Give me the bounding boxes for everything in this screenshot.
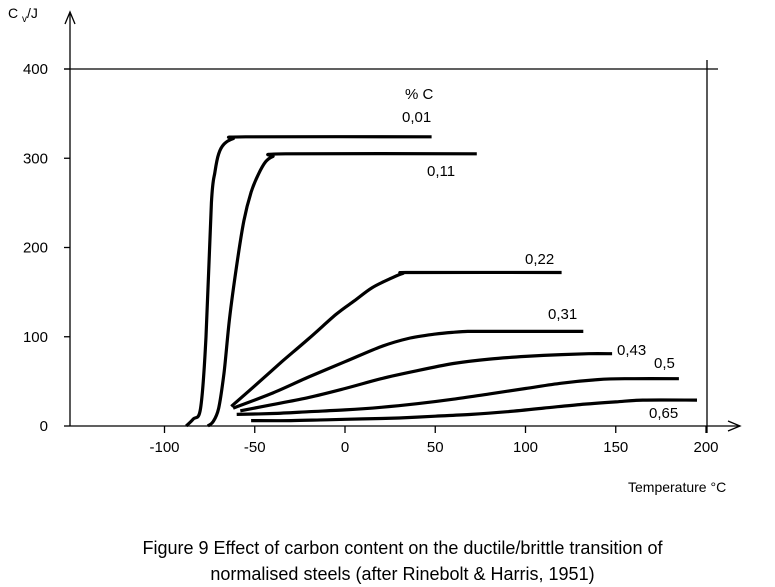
x-tick-label: 0 <box>341 439 349 456</box>
series-label-0-43: 0,43 <box>617 342 646 359</box>
x-axis-title: Temperature °C <box>628 479 726 495</box>
y-tick-label: 300 <box>23 150 48 167</box>
series-line-0-01 <box>185 135 432 428</box>
x-axis-arrow <box>727 420 742 432</box>
y-tick-label: 0 <box>40 418 48 435</box>
y-axis-title-sub: v <box>22 14 27 25</box>
series-label-0-01: 0,01 <box>402 109 431 126</box>
x-tick-label: 200 <box>693 439 718 456</box>
series-line-0-65 <box>251 398 698 423</box>
series-label-0-22: 0,22 <box>525 251 554 268</box>
chart: 0 100 200 300 400 -100 -50 0 50 100 150 200 C v/J Tem… <box>8 5 742 495</box>
x-tick-label: -50 <box>244 439 266 456</box>
x-tick-label: 100 <box>513 439 538 456</box>
x-tick-label: 150 <box>603 439 628 456</box>
y-axis-title-main: C <box>8 5 22 21</box>
series-label-0-5: 0,5 <box>654 355 675 372</box>
y-axis-title-unit: /J <box>27 5 38 21</box>
labels-group: % C 0,01 0,11 0,22 0,31 0,43 0,5 0,65 <box>402 86 678 422</box>
series-line-0-11 <box>206 152 477 428</box>
caption-line-1: Figure 9 Effect of carbon content on the… <box>142 538 663 558</box>
series-label-0-31: 0,31 <box>548 306 577 323</box>
series-line-0-22 <box>230 270 562 408</box>
caption-line-2: normalised steels (after Rinebolt & Harr… <box>210 564 595 584</box>
y-tick-label: 200 <box>23 240 48 257</box>
series-label-0-11: 0,11 <box>427 163 455 180</box>
legend-title: % C <box>405 86 434 103</box>
x-tick-label: -100 <box>149 439 179 456</box>
axes: 0 100 200 300 400 -100 -50 0 50 100 150 200 C v/J Tem… <box>8 5 742 495</box>
series-line-0-31 <box>232 329 584 410</box>
y-axis-title: C v/J <box>8 5 38 25</box>
series-line-0-43 <box>239 352 613 413</box>
figure-caption: Figure 9 Effect of carbon content on the… <box>0 535 775 587</box>
series-group <box>185 135 698 428</box>
y-axis-arrow <box>64 10 76 25</box>
x-tick-label: 50 <box>427 439 444 456</box>
series-line-0-5 <box>236 377 679 416</box>
y-tick-label: 100 <box>23 329 48 346</box>
series-label-0-65: 0,65 <box>649 405 678 422</box>
y-tick-label: 400 <box>23 61 48 78</box>
